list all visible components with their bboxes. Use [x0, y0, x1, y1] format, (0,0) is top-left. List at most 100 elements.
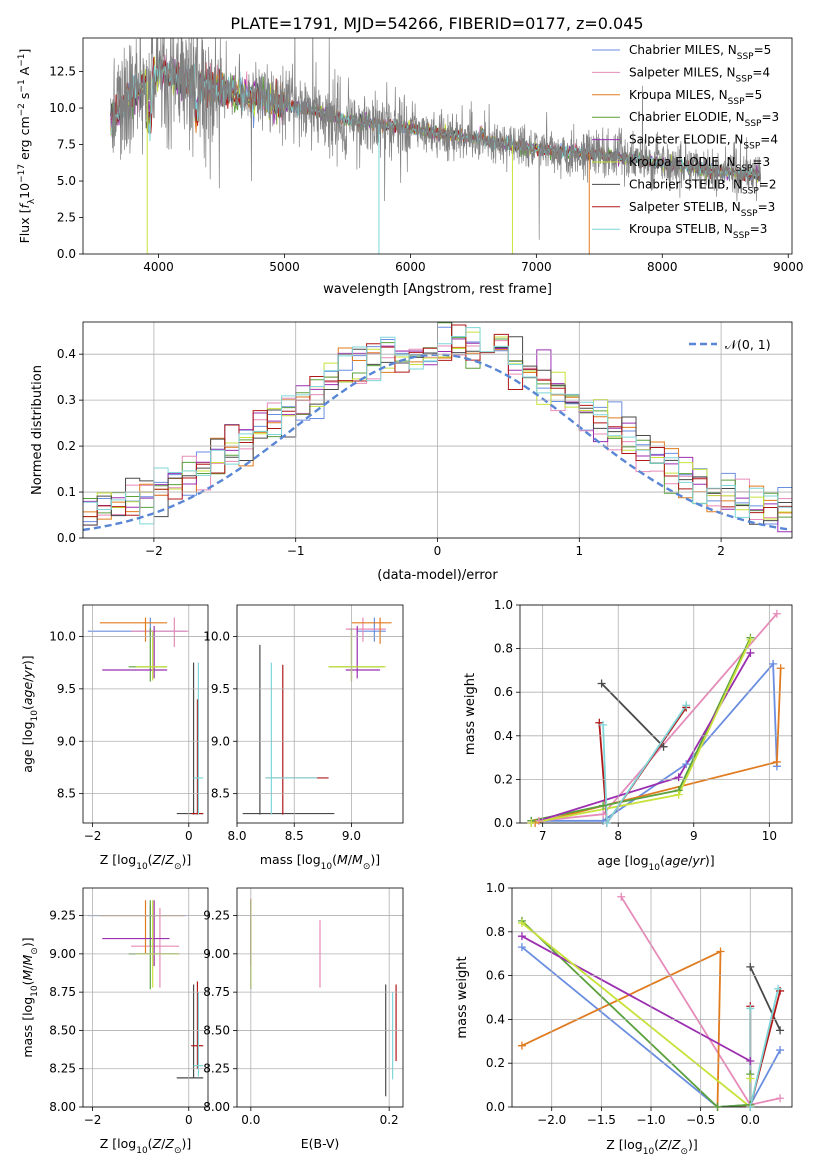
label-part: / — [20, 965, 35, 970]
weight-marker — [599, 801, 608, 810]
x-axis-label: (data-model)/error — [377, 568, 498, 583]
weight-marker — [746, 962, 755, 971]
label-part: ⊙ — [363, 862, 371, 872]
y-axis-label: Flux [fλ10−17 erg cm−2 s−1 A−1] — [17, 49, 37, 244]
x-tick-label: 7000 — [521, 260, 552, 274]
y-tick-label: 9.0 — [57, 734, 76, 748]
y-tick-label: 8.50 — [49, 1023, 76, 1037]
label-part: ⊙ — [30, 947, 40, 955]
y-tick-label: 1.0 — [494, 598, 513, 612]
observed-spectrum — [110, 38, 761, 240]
label-part: (0, 1) — [737, 337, 771, 352]
weight-marker — [746, 1074, 755, 1083]
label-part: / — [161, 852, 166, 867]
y-tick-label: 10.0 — [49, 629, 76, 643]
label-part: =3 — [752, 155, 770, 169]
label-part: Chabrier STELIB, N — [629, 177, 742, 191]
label-part: )] — [370, 852, 380, 867]
plot-area — [531, 613, 782, 823]
axes-frame — [82, 37, 793, 255]
label-part: =3 — [750, 222, 768, 236]
label-part: =4 — [752, 65, 770, 79]
label-part: Z [log — [100, 852, 136, 867]
label-part: −1 — [17, 79, 27, 92]
label-part: ( — [332, 852, 337, 867]
weight-marker — [776, 1026, 785, 1035]
label-part: SSP — [745, 119, 762, 129]
weight-marker — [617, 892, 626, 901]
y-axis-label: mass weight — [463, 673, 478, 755]
x-tick-label: 10 — [762, 829, 777, 843]
y-tick-label: 9.5 — [57, 682, 76, 696]
plot-area — [87, 900, 204, 1079]
weight-line — [600, 682, 665, 748]
y-axis-label: mass [log10(M/M⊙)] — [20, 937, 40, 1057]
panel-z_age: −2 08.59.09.510.0Z [log10(Z/Z⊙)]age [log1… — [20, 604, 209, 872]
y-tick-label: 8.50 — [203, 1023, 230, 1037]
weight-marker — [527, 819, 536, 827]
x-axis-label: age [log10(age/yr)] — [597, 853, 714, 873]
weight-marker — [682, 701, 691, 710]
weight-line — [534, 668, 782, 823]
y-tick-label: 0.0 — [494, 816, 513, 830]
y-tick-label: 9.00 — [203, 947, 230, 961]
plot-area — [242, 617, 392, 815]
label-part: 10 — [643, 1147, 655, 1157]
weight-marker — [772, 757, 781, 766]
label-part: 10 — [30, 710, 40, 722]
label-part: =5 — [754, 43, 772, 57]
weight-marker — [746, 635, 755, 644]
y-tick-label: 9.0 — [211, 734, 230, 748]
label-part: )] — [20, 937, 35, 947]
label-part: ( — [660, 853, 665, 868]
weight-marker — [776, 1094, 785, 1103]
weight-marker — [682, 760, 691, 769]
x-tick-label: 8.0 — [227, 829, 246, 843]
weight-marker — [599, 810, 608, 819]
y-tick-label: 10.0 — [49, 101, 76, 115]
weight-marker — [599, 720, 608, 729]
weight-line — [749, 988, 779, 1107]
y-tick-label: 9.25 — [49, 909, 76, 923]
legend-label: Chabrier STELIB, NSSP=2 — [629, 177, 777, 196]
y-tick-label: 0.4 — [57, 347, 76, 361]
plot-area — [250, 898, 397, 1097]
weight-marker — [746, 1103, 755, 1111]
weight-line — [521, 922, 752, 1107]
y-tick-label: 0.1 — [57, 485, 76, 499]
weight-marker — [674, 790, 683, 799]
weight-line — [531, 661, 778, 822]
x-tick-label: −2 — [145, 544, 163, 558]
y-tick-label: 0.0 — [57, 531, 76, 545]
label-part: f — [17, 203, 32, 209]
x-tick-label: 0.0 — [741, 1113, 760, 1127]
x-tick-label: 8000 — [647, 260, 678, 274]
x-tick-label: −1 — [287, 544, 305, 558]
label-part: SSP — [736, 74, 753, 84]
x-axis-label: wavelength [Angstrom, rest frame] — [323, 282, 552, 297]
weight-marker — [774, 984, 783, 993]
label-part: 10 — [136, 862, 148, 872]
x-tick-label: 9 — [690, 829, 698, 843]
x-tick-label: 0.0 — [241, 1113, 260, 1127]
figure-title: PLATE=1791, MJD=54266, FIBERID=0177, z=0… — [230, 14, 643, 33]
y-tick-label: 8.25 — [203, 1062, 230, 1076]
weight-marker — [746, 1004, 755, 1013]
label-part: Flux [ — [17, 209, 32, 244]
y-tick-label: 12.5 — [49, 65, 76, 79]
label-part: =5 — [745, 88, 763, 102]
weight-marker — [674, 773, 683, 782]
y-tick-label: 0.3 — [57, 393, 76, 407]
plot-area — [87, 617, 204, 815]
label-part: ( — [148, 1136, 153, 1151]
y-tick-label: 8.25 — [49, 1062, 76, 1076]
label-part: M — [352, 852, 363, 867]
y-axis-label: mass weight — [455, 956, 470, 1038]
label-part: ] — [17, 49, 32, 54]
panel-ebv_mass: 0.0 0.2 8.00 8.25 8.50 8.75 9.00 9.25 — [203, 887, 404, 1127]
label-part: Kroupa STELIB, N — [629, 222, 733, 236]
x-tick-label: 0 — [185, 1113, 193, 1127]
weight-marker — [769, 659, 778, 668]
label-part: =3 — [761, 110, 779, 124]
legend-label: Chabrier MILES, NSSP=5 — [629, 43, 771, 62]
